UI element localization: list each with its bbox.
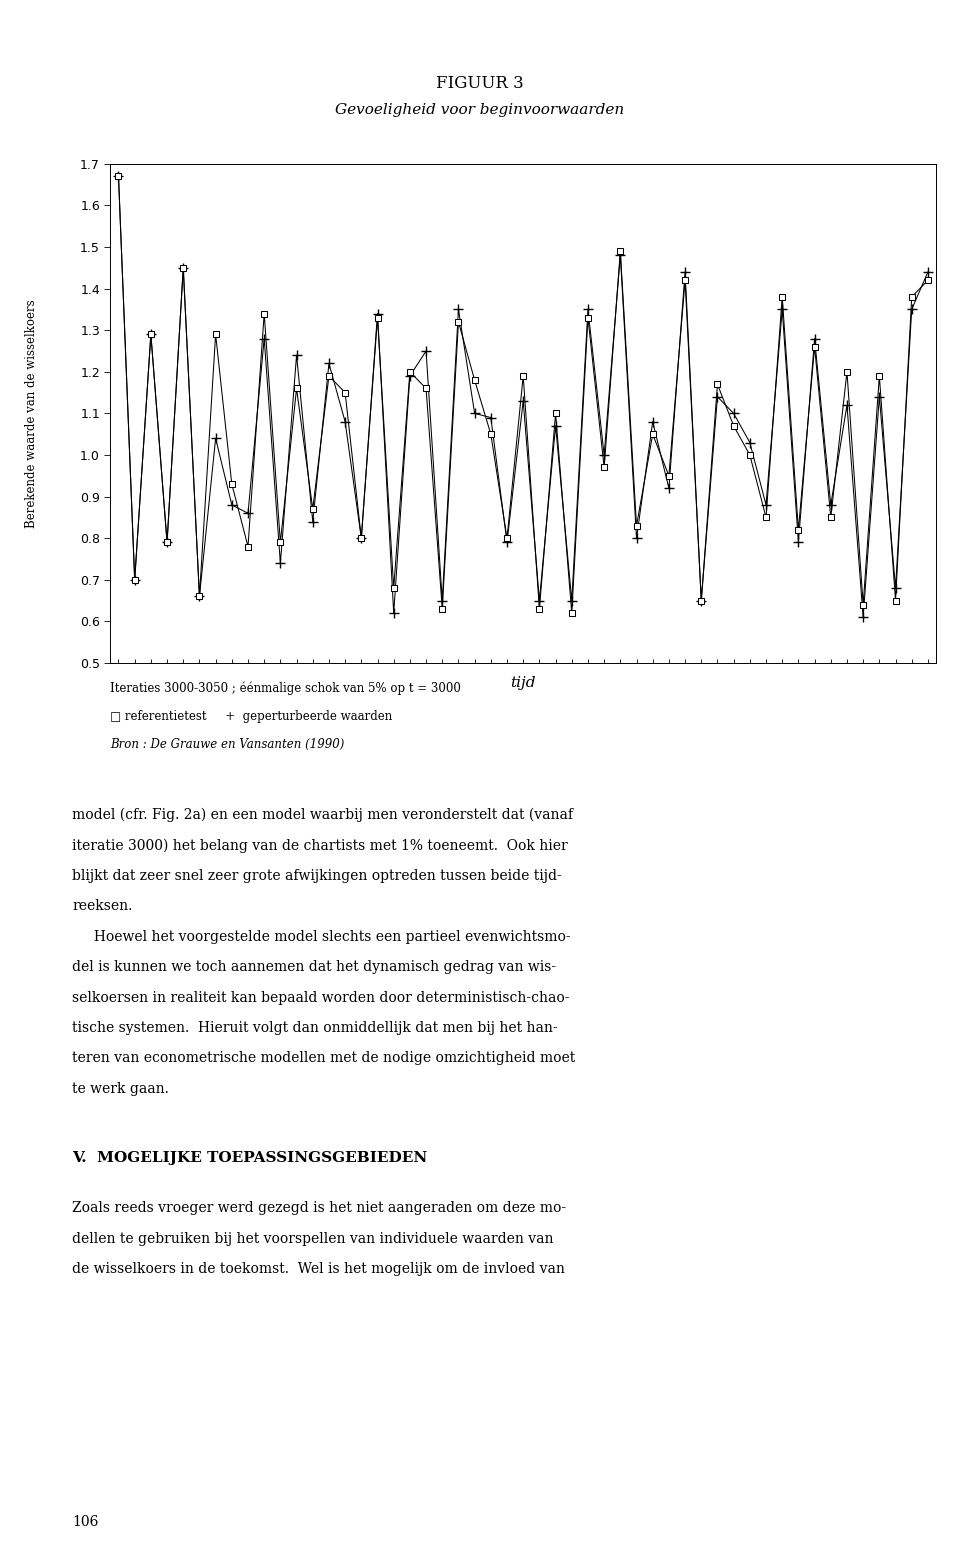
Text: blijkt dat zeer snel zeer grote afwijkingen optreden tussen beide tijd-: blijkt dat zeer snel zeer grote afwijkin… <box>72 869 562 883</box>
Text: FIGUUR 3: FIGUUR 3 <box>436 75 524 92</box>
Text: Iteraties 3000-3050 ; éénmalige schok van 5% op t = 3000: Iteraties 3000-3050 ; éénmalige schok va… <box>110 682 461 696</box>
Text: de wisselkoers in de toekomst.  Wel is het mogelijk om de invloed van: de wisselkoers in de toekomst. Wel is he… <box>72 1262 564 1276</box>
Text: tische systemen.  Hieruit volgt dan onmiddellijk dat men bij het han-: tische systemen. Hieruit volgt dan onmid… <box>72 1022 558 1034</box>
Text: del is kunnen we toch aannemen dat het dynamisch gedrag van wis-: del is kunnen we toch aannemen dat het d… <box>72 961 556 973</box>
Text: □ referentietest     +  geperturbeerde waarden: □ referentietest + geperturbeerde waarde… <box>110 710 393 722</box>
Text: model (cfr. Fig. 2a) en een model waarbij men veronderstelt dat (vanaf: model (cfr. Fig. 2a) en een model waarbi… <box>72 808 573 822</box>
Text: Gevoeligheid voor beginvoorwaarden: Gevoeligheid voor beginvoorwaarden <box>335 103 625 117</box>
Text: te werk gaan.: te werk gaan. <box>72 1083 169 1095</box>
Text: 106: 106 <box>72 1515 98 1529</box>
Text: dellen te gebruiken bij het voorspellen van individuele waarden van: dellen te gebruiken bij het voorspellen … <box>72 1232 554 1245</box>
Y-axis label: Berekende waarde van de wisselkoers: Berekende waarde van de wisselkoers <box>25 300 37 527</box>
X-axis label: tijd: tijd <box>511 675 536 690</box>
Text: selkoersen in realiteit kan bepaald worden door deterministisch-chao-: selkoersen in realiteit kan bepaald word… <box>72 991 569 1005</box>
Text: Zoals reeds vroeger werd gezegd is het niet aangeraden om deze mo-: Zoals reeds vroeger werd gezegd is het n… <box>72 1201 566 1215</box>
Text: teren van econometrische modellen met de nodige omzichtigheid moet: teren van econometrische modellen met de… <box>72 1051 575 1065</box>
Text: Bron : De Grauwe en Vansanten (1990): Bron : De Grauwe en Vansanten (1990) <box>110 738 345 750</box>
Text: reeksen.: reeksen. <box>72 899 132 913</box>
Text: Hoewel het voorgestelde model slechts een partieel evenwichtsmo-: Hoewel het voorgestelde model slechts ee… <box>72 930 570 944</box>
Text: V.  MOGELIJKE TOEPASSINGSGEBIEDEN: V. MOGELIJKE TOEPASSINGSGEBIEDEN <box>72 1151 427 1165</box>
Text: iteratie 3000) het belang van de chartists met 1% toeneemt.  Ook hier: iteratie 3000) het belang van de chartis… <box>72 839 567 853</box>
